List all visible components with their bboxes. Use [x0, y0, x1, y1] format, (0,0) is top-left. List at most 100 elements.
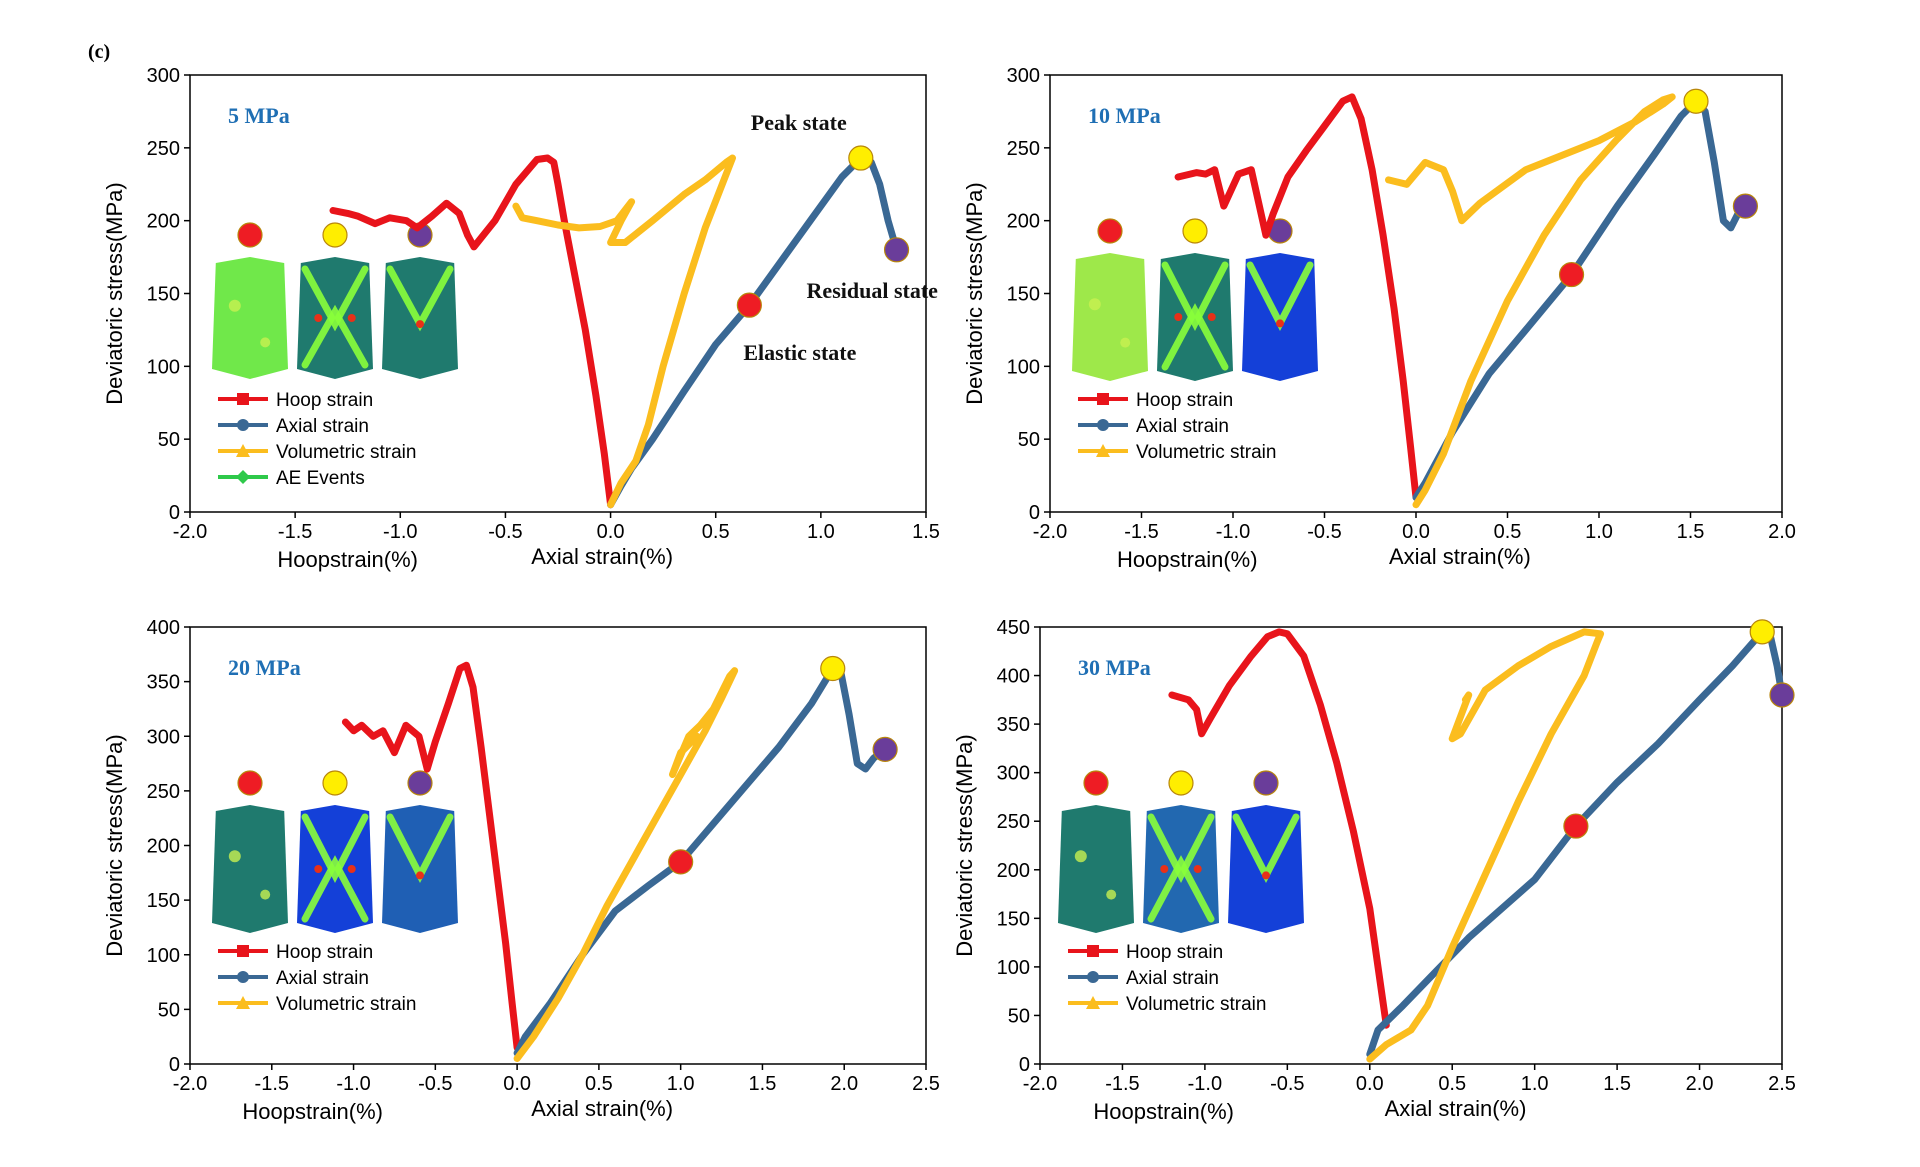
curve-marker-residual [872, 736, 898, 762]
y-tick-label: 200 [147, 836, 180, 858]
hot-spot [1160, 865, 1169, 873]
x-tick-label: -1.0 [1216, 521, 1250, 543]
y-tick-label: 250 [147, 138, 180, 160]
contour-snapshot-elastic [212, 770, 288, 933]
x-tick-label: 2.0 [1768, 521, 1796, 543]
y-tick-label: 100 [147, 356, 180, 378]
y-tick-label: 300 [147, 726, 180, 748]
series-group [341, 661, 889, 1062]
x-tick-label: 0.0 [503, 1073, 531, 1095]
x-tick-label: 0.0 [1402, 521, 1430, 543]
legend-label: Volumetric strain [1126, 994, 1266, 1015]
legend-label: AE Events [276, 468, 365, 489]
state-marker-residual [407, 770, 433, 796]
contour-snapshot-peak [1157, 218, 1233, 381]
chart-panel-2: -2.0 -1.5 -1.0 -0.5 0.0 0.5 1.0 1.5 2.0 0 50 100 150… [962, 65, 1796, 572]
x-tick-label: 1.0 [1521, 1073, 1549, 1095]
x-tick-label: 0.5 [702, 521, 730, 543]
state-marker-elastic [237, 770, 263, 796]
contour-snapshot-residual [382, 222, 458, 379]
x-tick-label: -0.5 [1270, 1073, 1304, 1095]
x-axis-label-left: Hoopstrain(%) [242, 1099, 383, 1124]
state-marker-peak [1168, 770, 1194, 796]
state-marker-residual [1253, 770, 1279, 796]
contour-cell [212, 257, 288, 379]
legend-label: Volumetric strain [276, 442, 416, 463]
shear-band [1161, 303, 1229, 371]
legend-label: Hoop strain [276, 390, 373, 411]
y-tick-label: 350 [997, 714, 1030, 736]
contour-spot [1088, 298, 1101, 311]
series-line-axial-strain [607, 154, 901, 509]
x-tick-label: 1.0 [667, 1073, 695, 1095]
y-tick-label: 250 [1007, 138, 1040, 160]
legend-marker-circle [1087, 971, 1099, 983]
shear-band [1161, 261, 1229, 332]
chart-panel-3: -2.0 -1.5 -1.0 -0.5 0.0 0.5 1.0 1.5 2.0 2.5 0 50 100… [102, 617, 940, 1124]
contour-snapshot-peak [297, 770, 373, 933]
x-tick-label: -0.5 [1307, 521, 1341, 543]
shear-band [301, 304, 369, 369]
y-tick-label: 250 [997, 811, 1030, 833]
x-tick-label: -1.5 [1105, 1073, 1139, 1095]
x-axis-label-right: Axial strain(%) [531, 544, 673, 569]
legend-label: Volumetric strain [1136, 442, 1276, 463]
series-group [1174, 93, 1749, 509]
legend-marker-diamond [236, 470, 250, 484]
state-annotation: Peak state [751, 110, 847, 135]
x-axis-label-left: Hoopstrain(%) [1093, 1099, 1234, 1124]
y-tick-label: 0 [1029, 502, 1040, 524]
y-tick-label: 50 [158, 429, 180, 451]
legend: Hoop strain Axial strain Volumetric strain [218, 942, 416, 1015]
legend-marker-square [1097, 393, 1109, 405]
contour-snapshot-elastic [212, 222, 288, 379]
pressure-label: 5 MPa [228, 103, 290, 128]
x-tick-label: -1.0 [383, 521, 417, 543]
shear-band [1147, 855, 1215, 923]
x-tick-label: -2.0 [173, 521, 207, 543]
hot-spot [347, 865, 356, 873]
hot-spot [416, 320, 424, 329]
legend-label: Axial strain [1126, 968, 1219, 989]
pressure-label: 30 MPa [1078, 655, 1151, 680]
legend-label: Volumetric strain [276, 994, 416, 1015]
curve-marker-peak [1683, 88, 1709, 114]
legend-marker-triangle [236, 444, 250, 457]
contour-spot [260, 337, 271, 348]
curve-marker-elastic [736, 292, 762, 318]
y-tick-label: 300 [147, 65, 180, 87]
y-tick-label: 400 [147, 617, 180, 639]
state-annotation: Elastic state [743, 340, 856, 365]
legend-label: Hoop strain [1136, 390, 1233, 411]
y-axis-label: Deviatoric stress(MPa) [962, 182, 987, 404]
legend-label: Hoop strain [1126, 942, 1223, 963]
x-tick-label: -1.0 [336, 1073, 370, 1095]
legend: Hoop strain Axial strain Volumetric strain [1078, 390, 1276, 463]
y-tick-label: 450 [997, 617, 1030, 639]
x-tick-label: -1.0 [1188, 1073, 1222, 1095]
legend-label: Axial strain [276, 968, 369, 989]
legend-marker-square [1087, 945, 1099, 957]
chart-panel-1: -2.0 -1.5 -1.0 -0.5 0.0 0.5 1.0 1.5 0 50 100 150 200… [102, 65, 940, 572]
legend-marker-circle [237, 419, 249, 431]
series-line-hoop-strain [1168, 628, 1390, 1029]
y-tick-label: 150 [997, 908, 1030, 930]
hot-spot [314, 314, 323, 322]
x-tick-label: 2.5 [1768, 1073, 1796, 1095]
x-tick-label: 2.0 [1686, 1073, 1714, 1095]
legend-marker-square [237, 945, 249, 957]
hot-spot [1193, 865, 1202, 873]
y-tick-label: 100 [997, 957, 1030, 979]
y-tick-label: 100 [147, 945, 180, 967]
series-line-hoop-strain [1174, 93, 1420, 501]
state-marker-peak [322, 770, 348, 796]
legend-marker-triangle [1086, 996, 1100, 1009]
x-tick-label: 2.5 [912, 1073, 940, 1095]
legend-marker-circle [237, 971, 249, 983]
series-group [329, 154, 901, 509]
legend-marker-triangle [236, 996, 250, 1009]
y-tick-label: 200 [147, 211, 180, 233]
x-tick-label: 1.5 [1603, 1073, 1631, 1095]
x-tick-label: -2.0 [1033, 521, 1067, 543]
x-tick-label: 0.5 [1494, 521, 1522, 543]
